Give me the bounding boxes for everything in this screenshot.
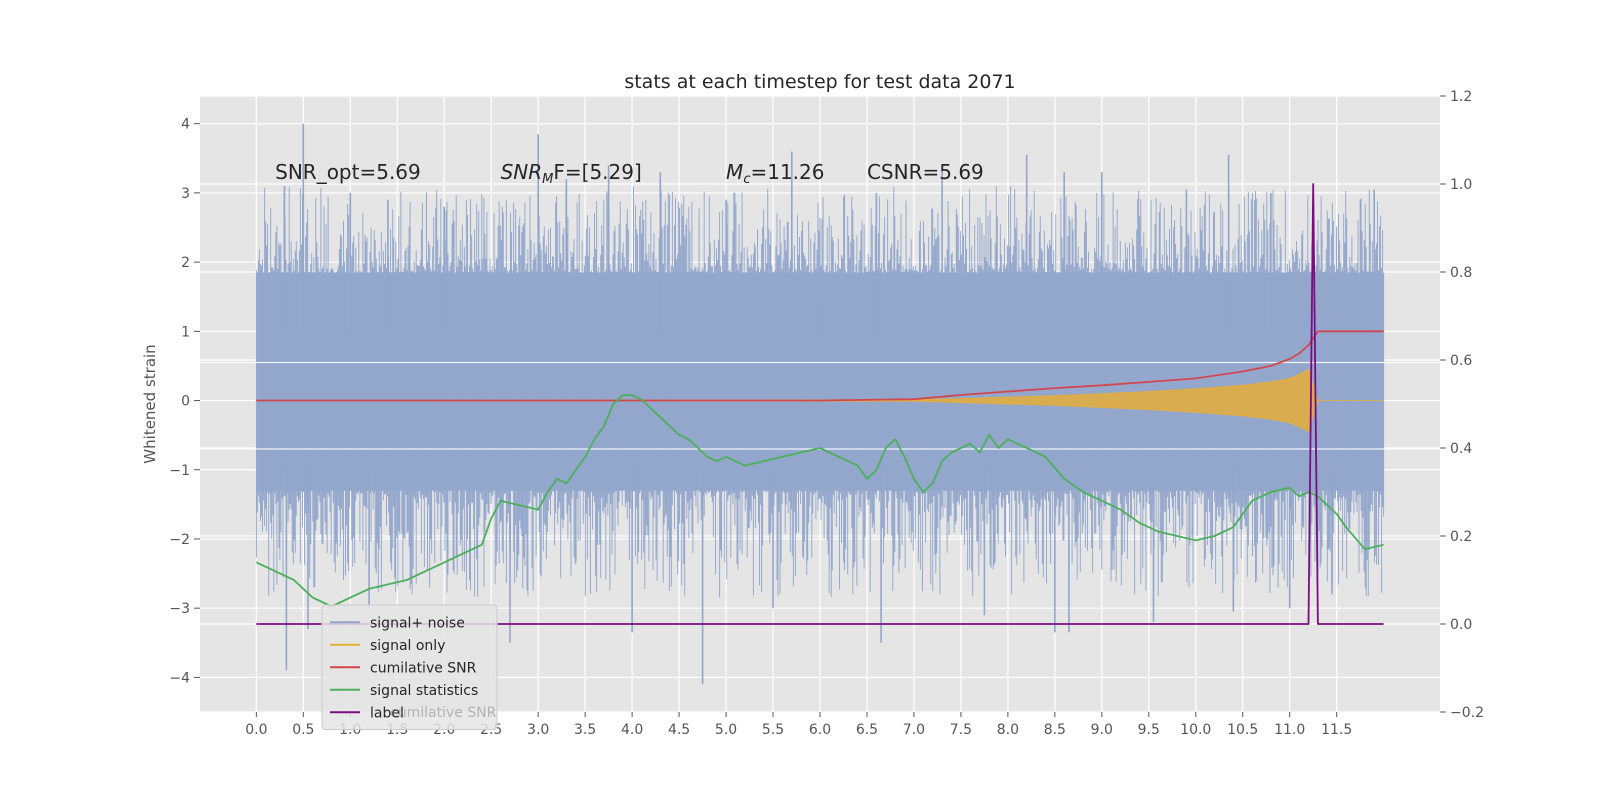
legend-label-2: cumilative SNR	[370, 660, 477, 676]
y-axis-label: Whitened strain	[141, 344, 159, 463]
y2-tick-label-4: 0.4	[1450, 441, 1472, 457]
x-tick-label-22: 11.0	[1274, 722, 1305, 738]
x-tick-label-17: 8.5	[1044, 722, 1066, 738]
y-tick-label-4: 0	[181, 394, 190, 410]
series-label	[256, 183, 1384, 625]
y-tick-label-7: −3	[169, 601, 190, 617]
annotation-chirp-mass-value: =11.26	[750, 160, 824, 184]
legend-label-0: signal+ noise	[370, 615, 465, 631]
y-tick-label-6: −2	[169, 532, 190, 548]
y2-tick-label-2: 0.8	[1450, 265, 1472, 281]
y2-tick-label-0: 1.2	[1450, 89, 1472, 105]
annotation-chirp-mass: Mc=11.26	[726, 160, 824, 187]
annotations: SNR_opt=5.69 SNRMF=[5.29] Mc=11.26 CSNR=…	[275, 160, 984, 187]
x-tick-label-6: 3.0	[527, 722, 549, 738]
chart-title: stats at each timestep for test data 207…	[624, 71, 1015, 93]
y-tick-label-1: 3	[181, 186, 190, 202]
annotation-chirp-mass-symbol: M	[726, 160, 743, 184]
signal-noise-series	[200, 123, 1440, 685]
series-lines	[256, 183, 1384, 625]
annotation-snr-mf-value: F=[5.29]	[553, 160, 641, 184]
x-tick-label-8: 4.0	[621, 722, 643, 738]
x-tick-label-20: 10.0	[1180, 722, 1211, 738]
y2-tick-label-6: 0.0	[1450, 617, 1472, 633]
annotation-snr-opt: SNR_opt=5.69	[275, 160, 421, 184]
legend-faded-text: cumilative SNR	[390, 705, 497, 721]
x-tick-label-9: 4.5	[668, 722, 690, 738]
x-tick-label-18: 9.0	[1091, 722, 1113, 738]
y-tick-label-2: 2	[181, 255, 190, 271]
annotation-snr-mf: SNRMF=[5.29]	[501, 160, 642, 187]
x-tick-label-23: 11.5	[1321, 722, 1352, 738]
y-tick-label-0: 4	[181, 117, 190, 133]
legend-label-1: signal only	[370, 638, 445, 654]
legend-box	[321, 604, 498, 730]
x-tick-label-7: 3.5	[574, 722, 596, 738]
x-tick-label-1: 0.5	[292, 722, 314, 738]
x-tick-label-10: 5.0	[715, 722, 737, 738]
y2-tick-label-5: 0.2	[1450, 529, 1472, 545]
annotation-chirp-mass-subscript: c	[743, 172, 750, 187]
legend: cumilative SNR signal+ noise signal only cu…	[321, 604, 498, 730]
x-tick-label-15: 7.5	[950, 722, 972, 738]
legend-label-4: label	[370, 705, 404, 721]
x-tick-label-11: 5.5	[762, 722, 784, 738]
y-tick-label-5: −1	[169, 463, 190, 479]
y-axis-right: 1.2 1.0 0.8 0.6 0.4 0.2 0.0 −0.2	[1440, 89, 1484, 721]
y-tick-label-3: 1	[181, 324, 190, 340]
y2-tick-label-7: −0.2	[1450, 705, 1484, 721]
annotation-snr-mf-symbol: SNR	[501, 160, 543, 184]
annotation-csnr: CSNR=5.69	[867, 160, 984, 184]
x-tick-label-13: 6.5	[856, 722, 878, 738]
x-tick-label-16: 8.0	[997, 722, 1019, 738]
y-tick-label-8: −4	[169, 670, 190, 686]
y-axis-left: 4 3 2 1 0 −1 −2 −3 −4	[169, 117, 200, 686]
y2-tick-label-1: 1.0	[1450, 177, 1472, 193]
x-tick-label-12: 6.0	[809, 722, 831, 738]
x-tick-label-14: 7.0	[903, 722, 925, 738]
x-tick-label-19: 9.5	[1138, 722, 1160, 738]
y2-tick-label-3: 0.6	[1450, 353, 1472, 369]
series-signal-statistics	[256, 394, 1384, 608]
legend-label-3: signal statistics	[370, 683, 478, 699]
x-tick-label-21: 10.5	[1227, 722, 1258, 738]
x-tick-label-0: 0.0	[245, 722, 267, 738]
annotation-snr-mf-subscript: M	[542, 172, 553, 187]
